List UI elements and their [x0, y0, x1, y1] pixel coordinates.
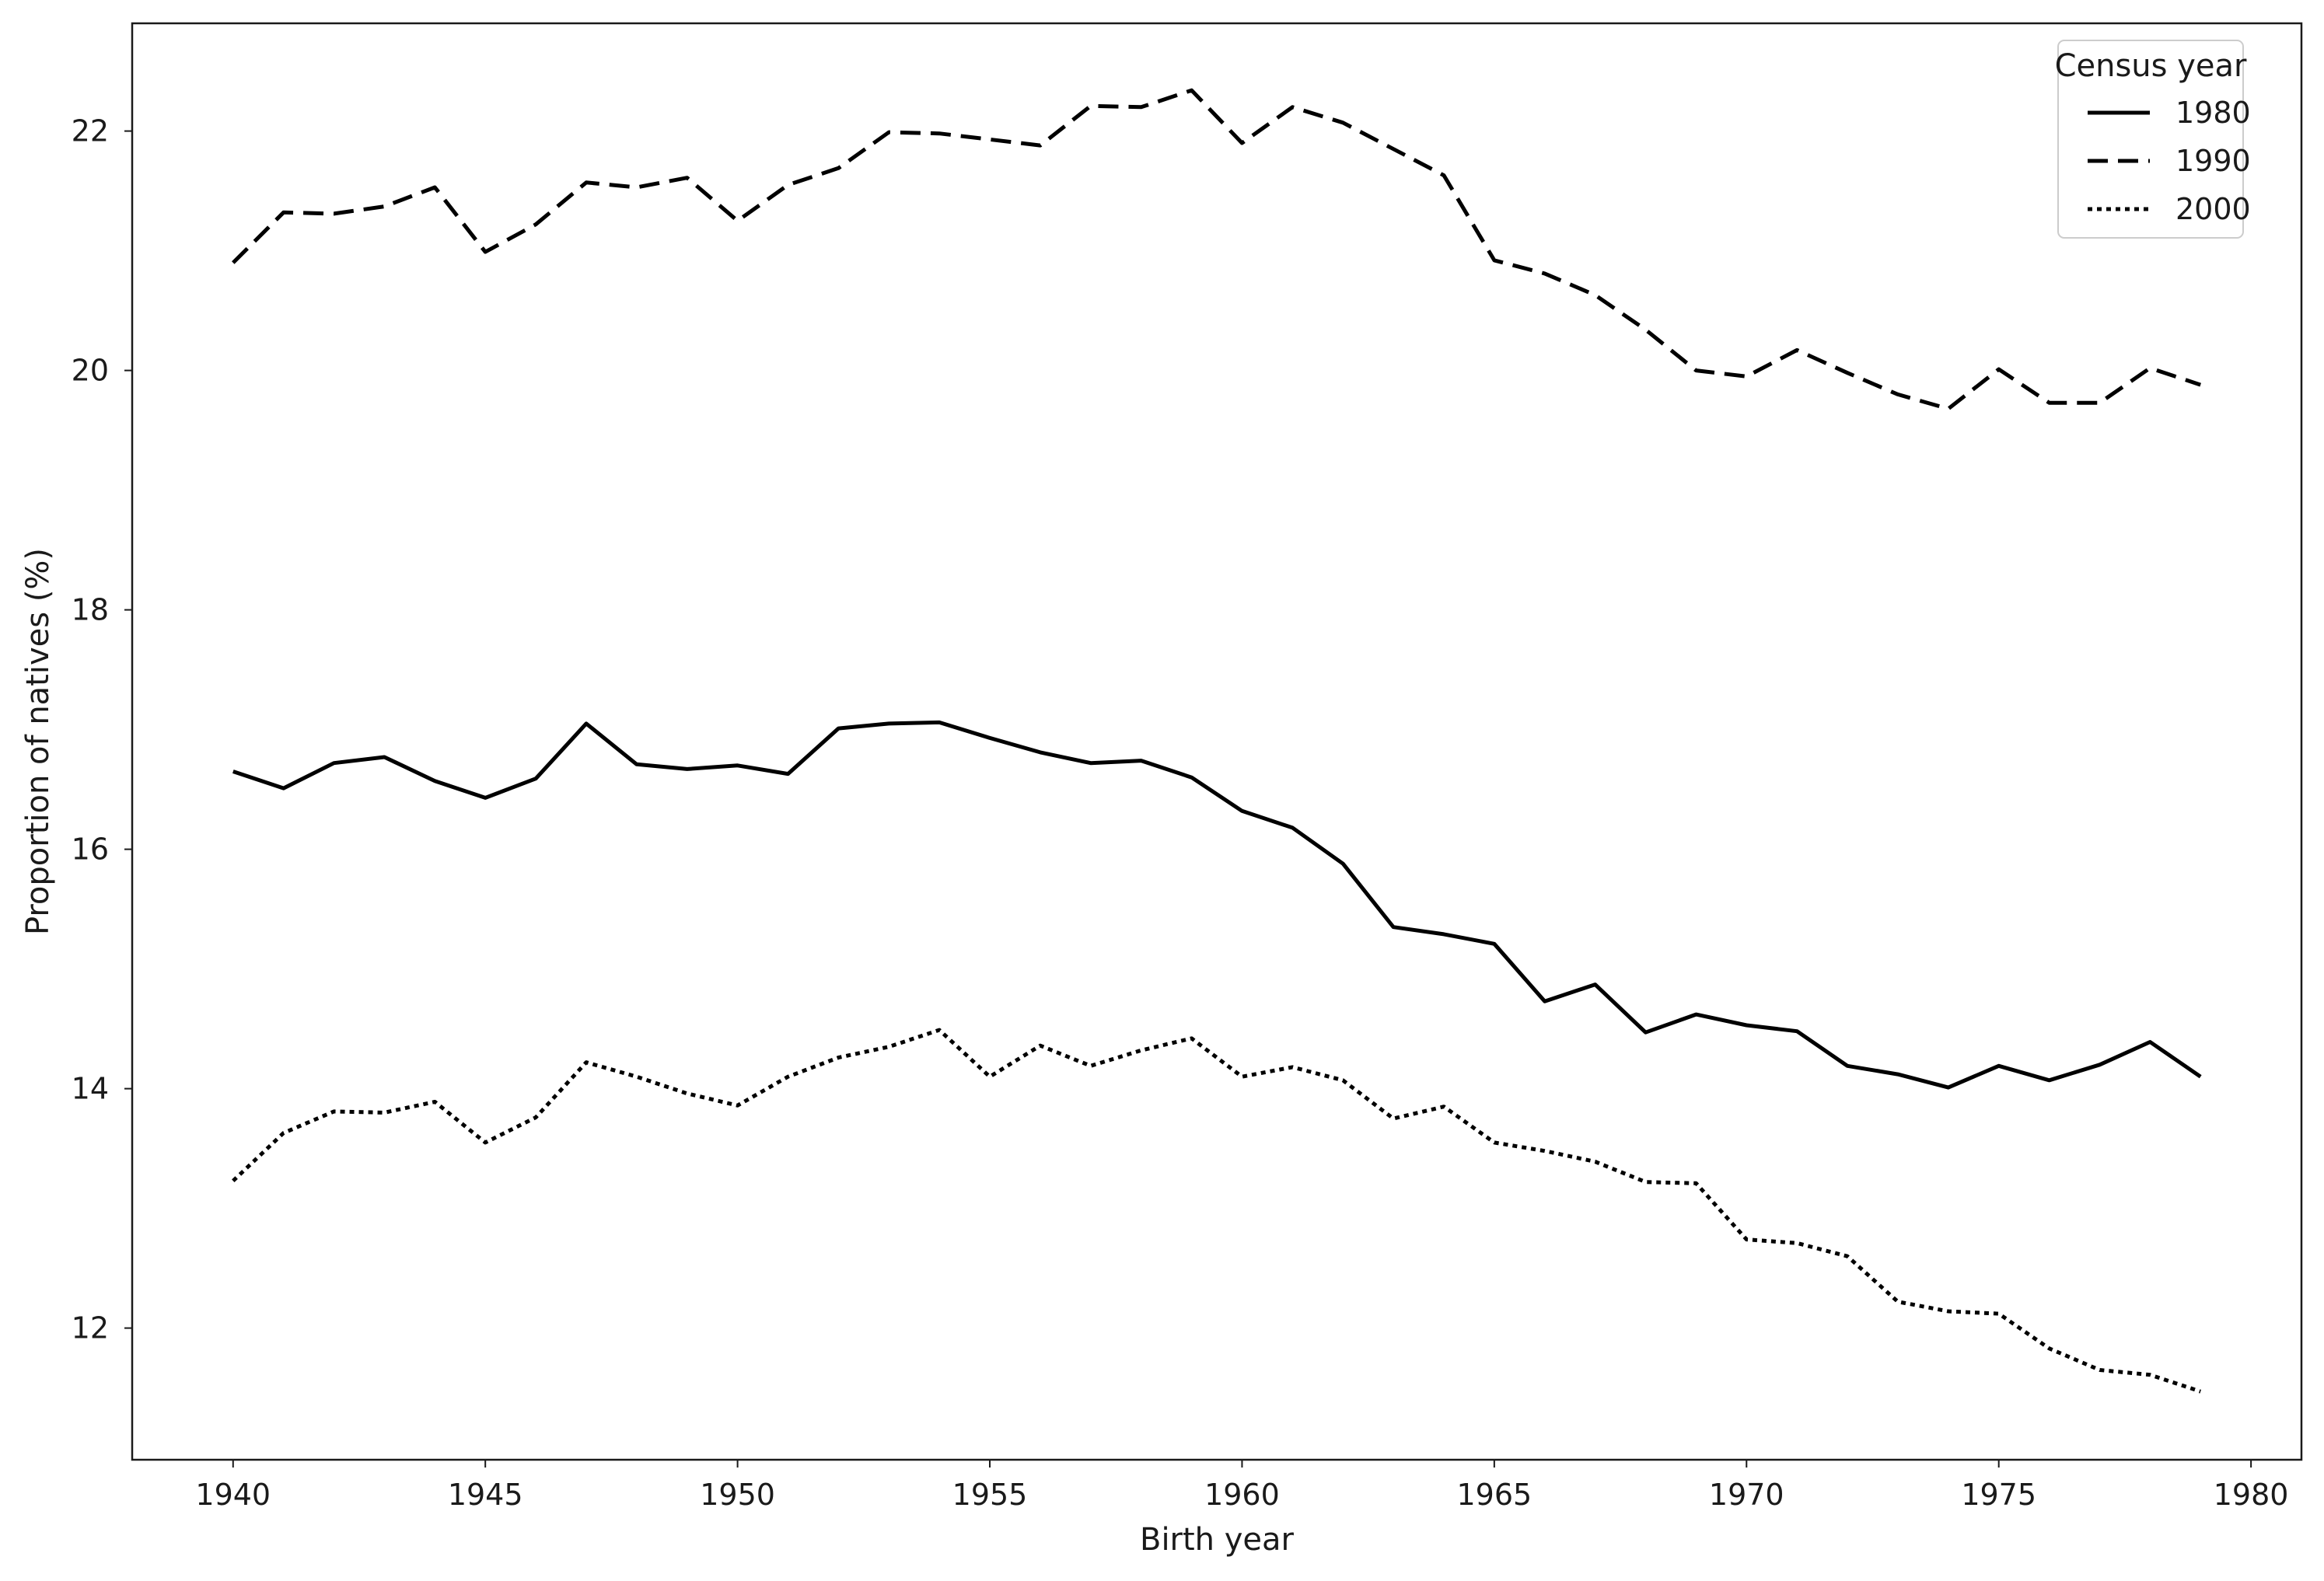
x-tick-label: 1970	[1709, 1478, 1784, 1512]
y-axis-label: Proportion of natives (%)	[20, 548, 56, 935]
series-line-2000	[232, 1028, 2201, 1394]
series-line-1990	[232, 88, 2201, 411]
x-tick-label: 1945	[448, 1478, 523, 1512]
x-tick-label: 1955	[952, 1478, 1028, 1512]
y-tick-label: 18	[72, 593, 109, 627]
x-tick-label: 1940	[195, 1478, 271, 1512]
y-tick-label: 20	[72, 354, 109, 388]
legend-title: Census year	[2055, 48, 2247, 84]
legend-label-1980: 1980	[2175, 96, 2251, 130]
legend-label-2000: 2000	[2175, 192, 2251, 226]
plot-lines	[232, 88, 2202, 1394]
series-line-1980	[232, 720, 2202, 1090]
x-tick-label: 1980	[2214, 1478, 2289, 1512]
y-tick-label: 22	[72, 114, 109, 148]
x-tick-label: 1950	[700, 1478, 775, 1512]
x-tick-label: 1975	[1961, 1478, 2036, 1512]
legend-box	[2057, 40, 2244, 239]
x-axis-ticks: 1940 1945 1950 1955 1960 1965 1970 1975 1980	[195, 1460, 2288, 1512]
legend: Census year 1980 1990 2000	[2055, 40, 2251, 239]
x-tick-label: 1960	[1204, 1478, 1280, 1512]
legend-entries: 1980 1990 2000	[2088, 96, 2251, 226]
y-tick-label: 12	[72, 1311, 109, 1345]
x-axis-label: Birth year	[1140, 1522, 1295, 1558]
plot-frame	[131, 22, 2303, 1461]
x-tick-label: 1965	[1457, 1478, 1532, 1512]
y-axis-ticks: 12 14 16 18 20 22	[72, 114, 132, 1345]
y-tick-label: 16	[72, 832, 109, 867]
legend-label-1990: 1990	[2175, 144, 2251, 178]
y-tick-label: 14	[72, 1072, 109, 1106]
